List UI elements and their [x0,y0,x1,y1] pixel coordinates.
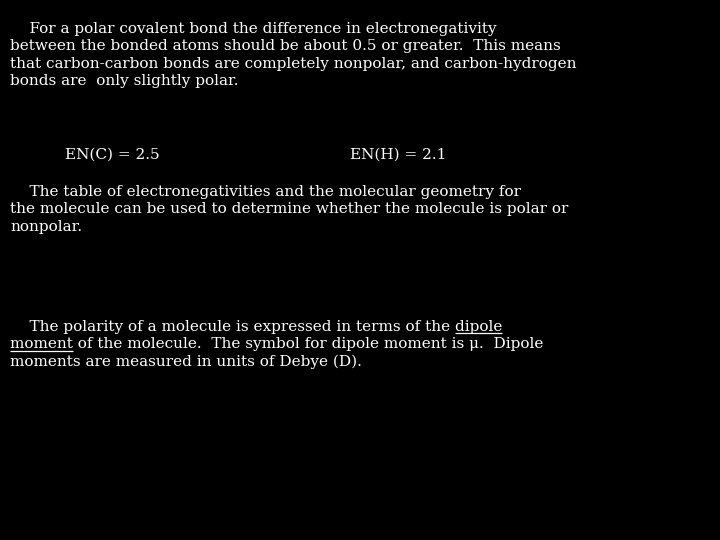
Text: The polarity of a molecule is expressed in terms of the dipole
moment of the mol: The polarity of a molecule is expressed … [10,320,544,369]
Text: The table of electronegativities and the molecular geometry for
the molecule can: The table of electronegativities and the… [10,185,568,234]
Text: EN(H) = 2.1: EN(H) = 2.1 [350,148,446,162]
Text: For a polar covalent bond the difference in electronegativity
between the bonded: For a polar covalent bond the difference… [10,22,577,88]
Text: EN(C) = 2.5: EN(C) = 2.5 [65,148,160,162]
